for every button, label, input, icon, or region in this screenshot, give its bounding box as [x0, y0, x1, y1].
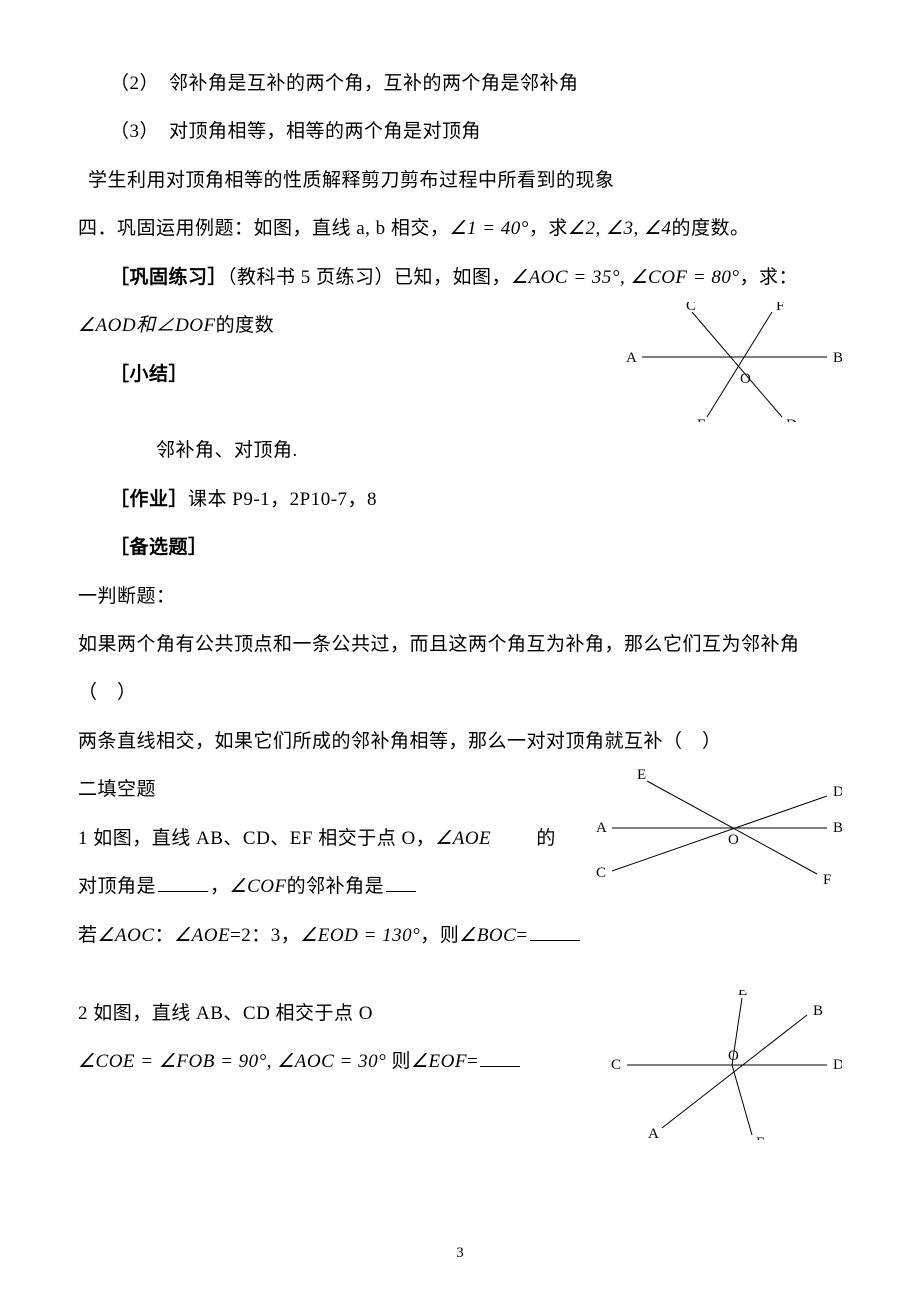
q2b-c: =: [467, 1051, 478, 1072]
q1b-aoc: ∠AOC: [98, 925, 155, 946]
practice-label: ［巩固练习］: [110, 267, 227, 288]
q1-aoe: ∠AOE: [435, 828, 491, 849]
svg-text:A: A: [648, 1126, 659, 1140]
opt-label: ［备选题］: [110, 537, 208, 558]
sec4-a: 四．巩固运用例题：如图，直线 a, b 相交，: [78, 218, 449, 239]
blank-4: [480, 1047, 520, 1067]
svg-text:O: O: [728, 1048, 739, 1064]
q2b-eof: ∠EOF: [411, 1051, 467, 1072]
bullet-3: （3） 对顶角相等，相等的两个角是对顶角: [78, 108, 842, 156]
practice-line: ［巩固练习］（教科书 5 页练习）已知，如图，∠AOC = 35°, ∠COF …: [78, 254, 842, 302]
fig2-row: ABCDEFO 二填空题 1 如图，直线 AB、CD、EF 相交于点 O，∠AO…: [78, 766, 842, 911]
svg-text:C: C: [596, 865, 606, 881]
judge-heading: 一判断题：: [78, 573, 842, 621]
svg-text:F: F: [823, 872, 831, 886]
spacer: [78, 960, 842, 990]
q1b-d: ，则: [420, 925, 459, 946]
q1b-eod: ∠EOD = 130°: [300, 925, 420, 946]
fill-q1b: 若∠AOC：∠AOE=2：3，∠EOD = 130°，则∠BOC=: [78, 912, 842, 960]
figure-3: A B C D E F O: [602, 990, 842, 1145]
q2b-a: ∠COE = ∠FOB = 90°, ∠AOC = 30°: [78, 1051, 386, 1072]
fig1-row: A B C D E F O ∠AOD和∠DOF的度数 ［小结］: [78, 302, 842, 427]
aod-dof-b: 的度数: [216, 315, 275, 336]
aod-dof: ∠AOD和∠DOF: [78, 315, 216, 336]
blank-1: [158, 872, 208, 892]
svg-text:F: F: [756, 1135, 764, 1140]
judge-q2: 两条直线相交，如果它们所成的邻补角相等，那么一对对顶角就互补（ ）: [78, 718, 842, 766]
svg-text:D: D: [833, 784, 842, 800]
q1b-c: =2：3，: [230, 925, 300, 946]
q1b-b: ：: [155, 925, 175, 946]
section-4: 四．巩固运用例题：如图，直线 a, b 相交，∠1 = 40°，求∠2, ∠3,…: [78, 205, 842, 253]
svg-text:C: C: [611, 1057, 621, 1073]
q1b-boc: ∠BOC: [459, 925, 516, 946]
svg-text:O: O: [740, 371, 751, 387]
q1-c: ，: [210, 876, 230, 897]
q1b-e: =: [516, 925, 527, 946]
svg-text:B: B: [833, 350, 842, 366]
q1-a: 1 如图，直线 AB、CD、EF 相交于点 O，: [78, 828, 435, 849]
practice-c: ，求：: [739, 267, 798, 288]
page-container: （2） 邻补角是互补的两个角，互补的两个角是邻补角 （3） 对顶角相等，相等的两…: [0, 0, 920, 1302]
fig3-row: ABCDEFO 2 如图，直线 AB、CD 相交于点 O ∠COE = ∠FOB…: [78, 990, 842, 1145]
summary-label: ［小结］: [110, 364, 188, 385]
explain-line: 学生利用对顶角相等的性质解释剪刀剪布过程中所看到的现象: [78, 157, 842, 205]
svg-text:E: E: [697, 417, 706, 422]
figure-1: A B C D E F O: [612, 302, 842, 427]
summary-content: 邻补角、对顶角.: [78, 427, 842, 475]
svg-text:D: D: [833, 1057, 842, 1073]
svg-text:O: O: [728, 832, 739, 848]
bullet-2: （2） 邻补角是互补的两个角，互补的两个角是邻补角: [78, 60, 842, 108]
svg-text:B: B: [813, 1003, 823, 1019]
sec4-c: 的度数。: [672, 218, 750, 239]
svg-text:A: A: [596, 820, 607, 836]
svg-text:C: C: [686, 302, 696, 314]
blank-3: [530, 921, 580, 941]
hw-text: 课本 P9-1，2P10-7，8: [188, 489, 377, 510]
hw-label: ［作业］: [110, 489, 188, 510]
svg-text:A: A: [626, 350, 637, 366]
q1b-a: 若: [78, 925, 98, 946]
figure-2: A B C D E F O: [582, 766, 842, 891]
page-number: 3: [0, 1245, 920, 1262]
q2b-b: 则: [391, 1051, 411, 1072]
sec4-ang1: ∠1 = 40°: [449, 218, 528, 239]
svg-text:E: E: [738, 990, 747, 999]
judge-q1: 如果两个角有公共顶点和一条公共过，而且这两个角互为补角，那么它们互为邻补角（ ）: [78, 621, 842, 718]
blank-2: [386, 872, 416, 892]
sec4-ang234: ∠2, ∠3, ∠4: [568, 218, 672, 239]
svg-text:F: F: [776, 302, 784, 314]
optional-heading: ［备选题］: [78, 524, 842, 572]
q1-d: 的邻补角是: [287, 876, 385, 897]
q1-cof: ∠COF: [230, 876, 287, 897]
practice-text: （教科书 5 页练习）已知，如图，: [227, 267, 511, 288]
q1b-aoe: ∠AOE: [174, 925, 230, 946]
svg-text:B: B: [833, 820, 842, 836]
sec4-b: ，求: [529, 218, 568, 239]
practice-aoc: ∠AOC = 35°, ∠COF = 80°: [511, 267, 739, 288]
svg-text:D: D: [786, 417, 797, 422]
homework-line: ［作业］课本 P9-1，2P10-7，8: [78, 476, 842, 524]
svg-text:E: E: [637, 767, 646, 783]
